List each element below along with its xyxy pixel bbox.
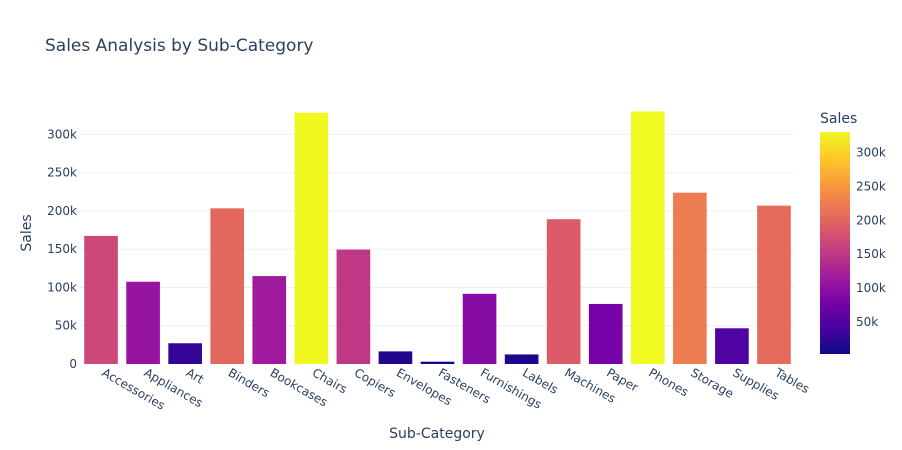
- x-tick-label: Phones: [646, 365, 691, 399]
- bar-storage[interactable]: [673, 192, 707, 364]
- colorbar-tick-label: 300k: [856, 145, 886, 159]
- bar-machines[interactable]: [546, 219, 581, 364]
- bar-fasteners[interactable]: [420, 361, 455, 364]
- colorbar-ticks: 50k 100k 150k 200k 250k 300k: [856, 145, 886, 329]
- bar-art[interactable]: [168, 343, 202, 364]
- bars: [84, 111, 791, 365]
- chart-title: Sales Analysis by Sub-Category: [45, 36, 314, 56]
- bar-phones[interactable]: [630, 111, 665, 365]
- y-tick-label: 300k: [47, 127, 77, 141]
- bar-bookcases[interactable]: [252, 276, 287, 364]
- bar-copiers[interactable]: [336, 249, 371, 364]
- colorbar-title: Sales: [820, 111, 857, 127]
- x-tick-label: Storage: [688, 365, 736, 401]
- bar-chairs[interactable]: [294, 112, 329, 364]
- y-tick-label: 50k: [55, 319, 77, 333]
- colorbar-tick-label: 50k: [856, 315, 878, 329]
- bar-furnishings[interactable]: [462, 293, 497, 364]
- bar-binders[interactable]: [210, 208, 245, 364]
- colorbar-tick-label: 250k: [856, 179, 886, 193]
- x-axis-title: Sub-Category: [389, 426, 485, 442]
- bar-paper[interactable]: [588, 303, 623, 364]
- colorbar-tick-label: 200k: [856, 213, 886, 227]
- bar-accessories[interactable]: [84, 235, 118, 364]
- y-tick-label: 200k: [47, 204, 77, 218]
- y-tick-label: 250k: [47, 166, 77, 180]
- y-axis-title: Sales: [19, 214, 35, 251]
- x-tick-label: Copiers: [352, 365, 398, 400]
- x-tick-label: Binders: [226, 365, 272, 400]
- bar-appliances[interactable]: [126, 281, 160, 364]
- x-tick-label: Supplies: [730, 365, 781, 403]
- y-tick-label: 150k: [47, 242, 77, 256]
- colorbar-gradient: [820, 132, 850, 354]
- colorbar: Sales 50k 100k 150k 200k 250k 300k: [820, 111, 886, 354]
- bar-tables[interactable]: [757, 205, 791, 364]
- bar-labels[interactable]: [504, 354, 539, 364]
- y-tick-label: 100k: [47, 280, 77, 294]
- bar-supplies[interactable]: [715, 328, 749, 364]
- colorbar-tick-label: 150k: [856, 247, 886, 261]
- y-tick-label: 0: [69, 357, 77, 371]
- y-axis-ticks: 0 50k 100k 150k 200k 250k 300k: [47, 127, 77, 371]
- bar-envelopes[interactable]: [378, 351, 413, 364]
- x-tick-label: Art: [184, 365, 207, 386]
- colorbar-tick-label: 100k: [856, 281, 886, 295]
